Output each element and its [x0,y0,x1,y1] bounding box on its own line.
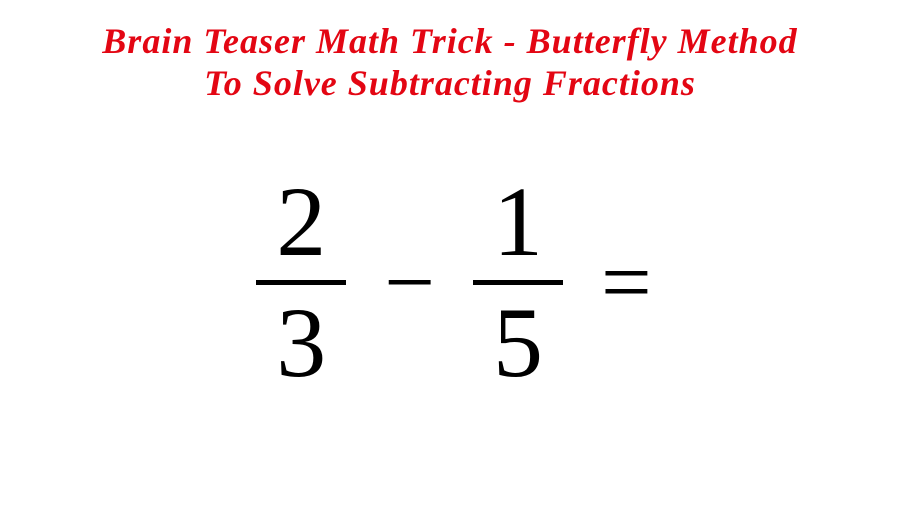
title-block: Brain Teaser Math Trick - Butterfly Meth… [102,20,797,104]
fraction-2-numerator: 1 [493,164,543,280]
fraction-2: 1 5 [473,164,563,401]
title-line-1: Brain Teaser Math Trick - Butterfly Meth… [102,20,797,62]
equals-sign: = [601,231,644,334]
fraction-1-numerator: 2 [276,164,326,280]
equation: 2 3 − 1 5 = [256,164,644,401]
fraction-2-denominator: 5 [493,285,543,401]
title-line-2: To Solve Subtracting Fractions [102,62,797,104]
fraction-1: 2 3 [256,164,346,401]
fraction-1-denominator: 3 [276,285,326,401]
minus-operator: − [384,231,435,334]
